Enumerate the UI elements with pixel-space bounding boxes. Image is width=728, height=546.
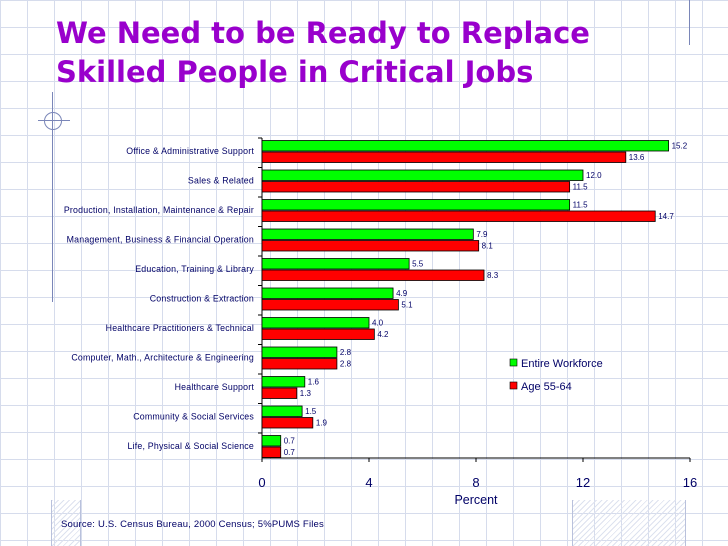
bar-entire-workforce xyxy=(261,376,306,388)
bar-value-label: 4.9 xyxy=(396,289,408,298)
page-title: We Need to be Ready to Replace Skilled P… xyxy=(56,14,590,92)
bar-value-label: 1.9 xyxy=(316,419,328,428)
bar-value-label: 11.5 xyxy=(573,201,589,210)
bar-age-55-64 xyxy=(261,181,571,193)
category-label: Sales & Related xyxy=(188,176,254,186)
bar-entire-workforce xyxy=(261,258,410,270)
bar-value-label: 0.7 xyxy=(284,448,296,457)
bar-value-label: 1.6 xyxy=(308,378,320,387)
bar-entire-workforce xyxy=(261,317,370,329)
bar-age-55-64 xyxy=(261,240,480,252)
bar-age-55-64 xyxy=(261,299,399,311)
bar-age-55-64 xyxy=(261,417,314,429)
decor-line-left xyxy=(52,92,53,302)
legend-label: Entire Workforce xyxy=(521,358,603,370)
bar-value-label: 8.1 xyxy=(482,242,494,251)
bar-value-label: 0.7 xyxy=(284,437,296,446)
bar-entire-workforce xyxy=(261,346,338,358)
legend-label: Age 55-64 xyxy=(521,381,572,393)
bar-value-label: 14.7 xyxy=(658,212,674,221)
bar-value-label: 2.8 xyxy=(340,348,352,357)
bar-value-label: 2.8 xyxy=(340,360,352,369)
bar-value-label: 15.2 xyxy=(672,142,688,151)
category-label: Computer, Math., Architecture & Engineer… xyxy=(71,353,254,363)
source-note: Source: U.S. Census Bureau, 2000 Census;… xyxy=(61,519,324,530)
x-tick-label: 0 xyxy=(258,475,265,490)
x-tick-label: 12 xyxy=(576,475,590,490)
category-label: Healthcare Practitioners & Technical xyxy=(106,323,254,333)
bar-age-55-64 xyxy=(261,387,298,399)
bar-value-label: 1.3 xyxy=(300,389,312,398)
category-label: Community & Social Services xyxy=(133,412,254,422)
decor-hatch-bottom-right xyxy=(572,500,686,546)
x-tick-label: 16 xyxy=(683,475,697,490)
x-axis-title: Percent xyxy=(454,493,498,507)
title-line-2: Skilled People in Critical Jobs xyxy=(56,55,534,89)
bar-value-label: 12.0 xyxy=(586,171,602,180)
bar-age-55-64 xyxy=(261,358,338,370)
decor-circle-left xyxy=(44,112,62,130)
bar-value-label: 4.0 xyxy=(372,319,384,328)
legend-swatch-entire-workforce xyxy=(509,358,518,367)
bar-entire-workforce xyxy=(261,435,282,447)
bar-entire-workforce xyxy=(261,287,394,299)
bar-entire-workforce xyxy=(261,405,303,417)
title-line-1: We Need to be Ready to Replace xyxy=(56,16,590,50)
legend-swatch-age-55-64 xyxy=(509,381,518,390)
bar-entire-workforce xyxy=(261,228,474,240)
category-label: Healthcare Support xyxy=(175,382,255,392)
category-label: Office & Administrative Support xyxy=(126,146,254,156)
decor-line-right xyxy=(689,0,690,45)
x-tick-label: 8 xyxy=(472,475,479,490)
bar-entire-workforce xyxy=(261,169,584,181)
bar-entire-workforce xyxy=(261,140,670,152)
category-label: Life, Physical & Social Science xyxy=(128,441,254,451)
bar-value-label: 4.2 xyxy=(377,330,389,339)
bar-age-55-64 xyxy=(261,269,485,281)
bar-age-55-64 xyxy=(261,328,375,340)
bar-age-55-64 xyxy=(261,446,282,458)
category-label: Production, Installation, Maintenance & … xyxy=(64,205,254,215)
bar-value-label: 13.6 xyxy=(629,153,645,162)
bar-value-label: 5.1 xyxy=(401,301,413,310)
bar-value-label: 5.5 xyxy=(412,260,424,269)
x-tick-label: 4 xyxy=(365,475,372,490)
bar-age-55-64 xyxy=(261,151,627,163)
category-label: Education, Training & Library xyxy=(135,264,254,274)
decor-hatch-bottom-left xyxy=(51,500,81,546)
bar-value-label: 11.5 xyxy=(573,183,589,192)
bar-entire-workforce xyxy=(261,199,571,211)
bar-value-label: 1.5 xyxy=(305,407,317,416)
bar-value-label: 8.3 xyxy=(487,271,499,280)
category-label: Management, Business & Financial Operati… xyxy=(67,235,254,245)
category-label: Construction & Extraction xyxy=(150,294,254,304)
bar-value-label: 7.9 xyxy=(476,230,488,239)
bar-age-55-64 xyxy=(261,210,656,222)
